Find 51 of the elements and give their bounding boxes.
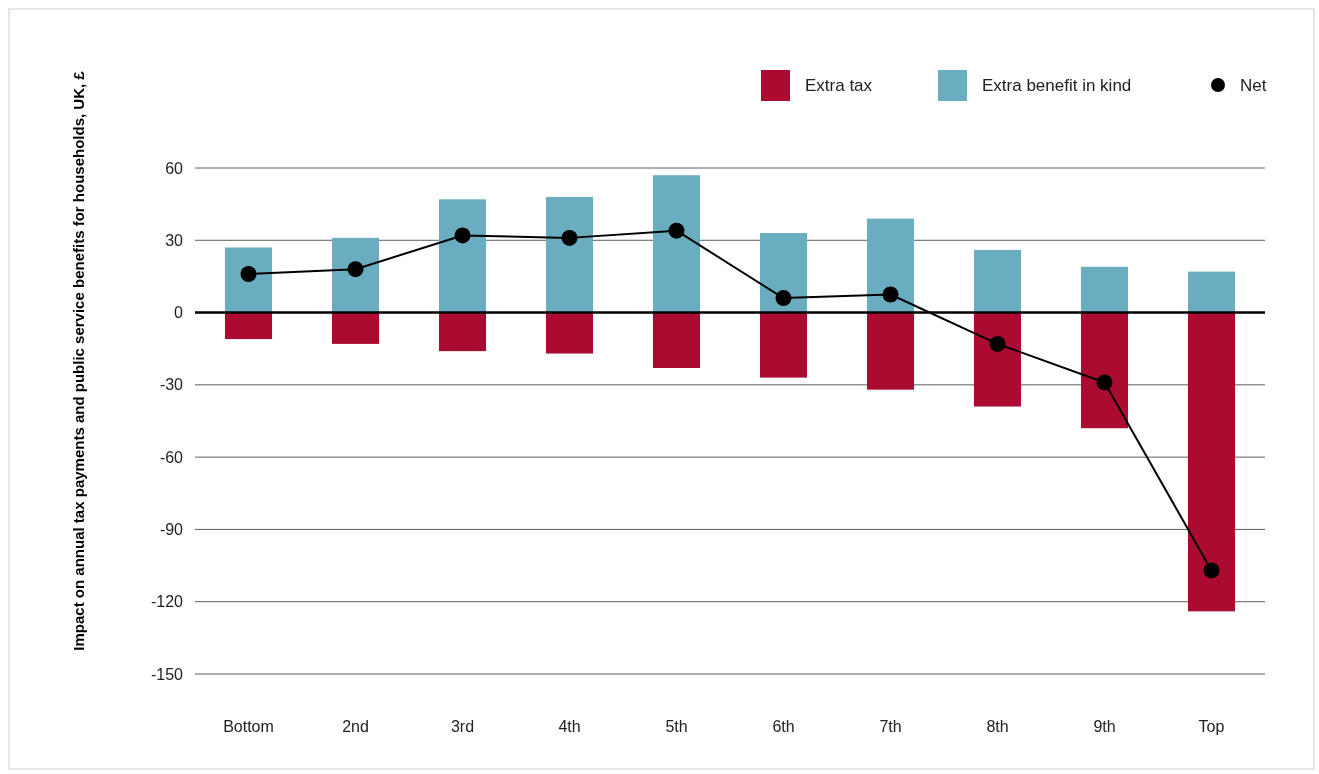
y-axis-title: Impact on annual tax payments and public service benefits for households, UK, £ — [70, 70, 87, 651]
legend-label: Net — [1240, 75, 1267, 95]
bar — [759, 312, 808, 378]
x-tick-label: 5th — [665, 718, 688, 735]
bar — [1187, 312, 1236, 612]
bar — [1080, 266, 1129, 313]
legend-label: Extra tax — [805, 75, 873, 95]
bar — [331, 312, 380, 344]
bar — [224, 312, 273, 340]
point — [775, 290, 792, 307]
bar — [545, 312, 594, 354]
point — [989, 335, 1006, 352]
x-tick-label: 7th — [879, 718, 902, 735]
bar — [973, 249, 1022, 313]
x-tick-label: 2nd — [342, 718, 369, 735]
y-tick-label: -60 — [159, 448, 184, 466]
bar — [438, 312, 487, 352]
point — [668, 222, 685, 239]
y-tick-label: 0 — [174, 304, 184, 322]
point — [454, 227, 471, 244]
bar — [1080, 312, 1129, 429]
bar — [652, 175, 701, 313]
y-tick-label: 30 — [165, 231, 184, 249]
y-tick-label: 60 — [165, 159, 184, 177]
x-tick-label: 4th — [558, 718, 581, 735]
point — [1096, 374, 1113, 391]
point — [347, 261, 364, 278]
point — [1203, 562, 1220, 579]
bar — [759, 233, 808, 313]
bar — [224, 247, 273, 313]
x-tick-label: Bottom — [223, 718, 274, 735]
x-tick-label: 3rd — [450, 718, 475, 735]
point — [882, 286, 899, 303]
bar — [866, 218, 915, 313]
bar — [652, 312, 701, 368]
x-tick-label: 8th — [986, 718, 1009, 735]
bar — [438, 199, 487, 313]
y-tick-label: -150 — [150, 665, 184, 683]
legend-label: Extra benefit in kind — [982, 75, 1132, 95]
bar — [973, 312, 1022, 407]
bar — [1187, 271, 1236, 313]
x-tick-label: 9th — [1093, 718, 1116, 735]
x-tick-label: Top — [1198, 718, 1225, 735]
x-tick-label: 6th — [772, 718, 795, 735]
y-tick-label: -120 — [150, 593, 184, 611]
bar — [545, 196, 594, 313]
y-tick-label: -90 — [159, 521, 184, 539]
bar — [866, 312, 915, 390]
bar — [331, 237, 380, 313]
y-tick-label: -30 — [159, 376, 184, 394]
point — [561, 229, 578, 246]
